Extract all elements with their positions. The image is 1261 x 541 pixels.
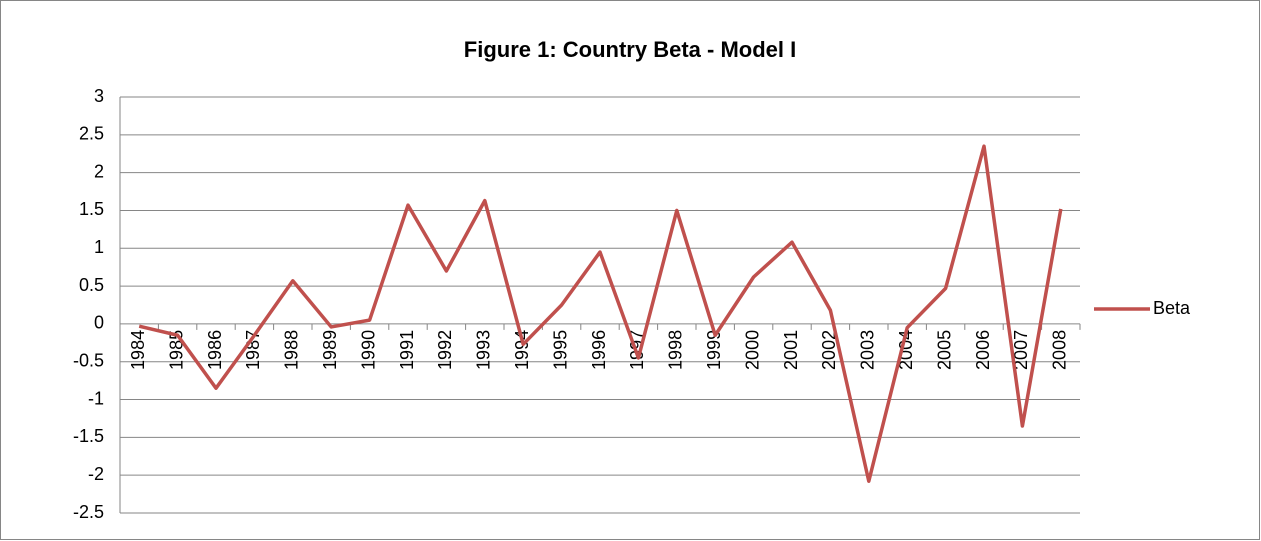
- x-tick-label: 1991: [397, 330, 417, 370]
- y-tick-label: -2: [88, 464, 104, 484]
- x-tick-label: 1999: [704, 330, 724, 370]
- x-tick-label: 1990: [358, 330, 378, 370]
- y-tick-label: 3: [94, 86, 104, 106]
- x-tick-label: 2006: [973, 330, 993, 370]
- y-tick-label: 0: [94, 313, 104, 333]
- x-tick-label: 2001: [781, 330, 801, 370]
- x-tick-label: 1993: [474, 330, 494, 370]
- x-tick-label: 1986: [205, 330, 225, 370]
- x-tick-label: 1987: [243, 330, 263, 370]
- x-tick-label: 2008: [1050, 330, 1070, 370]
- x-tick-label: 1989: [320, 330, 340, 370]
- y-tick-label: -0.5: [73, 350, 104, 370]
- x-tick-label: 2003: [858, 330, 878, 370]
- chart-title: Figure 1: Country Beta - Model I: [464, 37, 796, 62]
- y-tick-label: -2.5: [73, 502, 104, 522]
- y-tick-label: 1.5: [79, 199, 104, 219]
- x-tick-label: 2000: [742, 330, 762, 370]
- y-tick-label: -1: [88, 388, 104, 408]
- x-tick-label: 1998: [666, 330, 686, 370]
- x-tick-label: 1995: [550, 330, 570, 370]
- y-tick-label: -1.5: [73, 426, 104, 446]
- x-tick-label: 1988: [282, 330, 302, 370]
- x-tick-label: 1984: [128, 330, 148, 370]
- y-tick-label: 2.5: [79, 124, 104, 144]
- x-tick-label: 2004: [896, 330, 916, 370]
- x-tick-label: 2007: [1011, 330, 1031, 370]
- legend-label: Beta: [1153, 298, 1191, 318]
- x-tick-label: 1996: [589, 330, 609, 370]
- series-line: [138, 144, 1063, 483]
- x-tick-label: 1992: [435, 330, 455, 370]
- y-tick-label: 0.5: [79, 275, 104, 295]
- y-tick-label: 2: [94, 161, 104, 181]
- x-tick-label: 2005: [934, 330, 954, 370]
- x-tick-label: 2002: [819, 330, 839, 370]
- y-tick-label: 1: [94, 237, 104, 257]
